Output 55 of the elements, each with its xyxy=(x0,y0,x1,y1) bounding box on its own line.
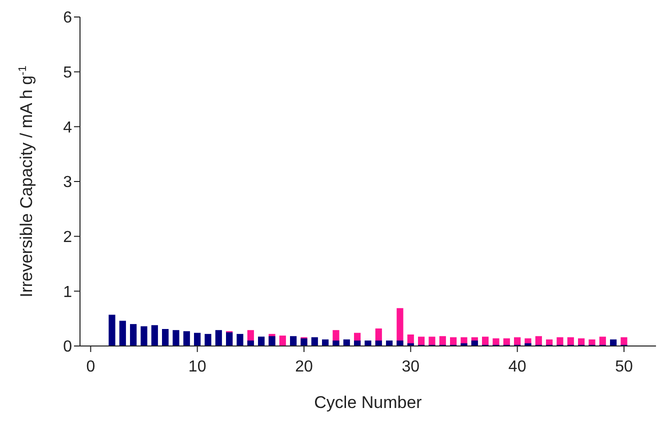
bar xyxy=(354,340,361,346)
bar xyxy=(236,334,244,346)
bar xyxy=(396,340,404,346)
x-tick-label: 20 xyxy=(295,358,313,376)
bar xyxy=(172,330,180,346)
bar xyxy=(119,320,126,346)
x-tick-label: 40 xyxy=(508,358,526,376)
bar xyxy=(492,338,500,346)
bar xyxy=(535,336,542,346)
bar xyxy=(364,340,372,346)
bar xyxy=(140,326,148,346)
y-tick-label: 5 xyxy=(63,64,72,82)
bar xyxy=(386,340,393,346)
x-tick-label: 10 xyxy=(188,358,206,376)
y-tick-label: 1 xyxy=(63,284,72,301)
bar xyxy=(514,337,521,346)
bar xyxy=(290,336,297,346)
bar xyxy=(108,314,116,346)
bar xyxy=(567,337,574,346)
bar xyxy=(279,336,286,346)
bar xyxy=(343,339,350,346)
bar xyxy=(332,340,340,346)
bar xyxy=(418,336,425,346)
bar xyxy=(162,329,169,346)
bar xyxy=(183,331,190,346)
x-tick-label: 30 xyxy=(402,358,420,376)
bar xyxy=(482,336,489,346)
y-tick-label: 0 xyxy=(63,338,72,356)
y-tick-label: 3 xyxy=(63,174,72,192)
x-axis-title: Cycle Number xyxy=(314,393,422,412)
bar xyxy=(194,332,201,346)
bar xyxy=(428,336,436,346)
x-tick-label: 0 xyxy=(86,358,96,376)
bar xyxy=(151,325,158,346)
y-tick-label: 6 xyxy=(63,10,72,27)
bar xyxy=(439,336,446,346)
bar xyxy=(450,337,457,346)
bar xyxy=(588,339,596,346)
bar xyxy=(268,336,276,346)
bar xyxy=(215,330,222,346)
bar xyxy=(610,339,617,346)
bar xyxy=(258,336,265,346)
x-tick-label: 50 xyxy=(615,358,633,376)
bar xyxy=(247,340,254,346)
bar xyxy=(375,340,382,346)
bar xyxy=(322,339,329,346)
bar xyxy=(311,337,318,346)
y-tick-label: 4 xyxy=(63,119,72,136)
y-tick-label: 2 xyxy=(63,229,72,246)
bar xyxy=(620,337,628,346)
bar xyxy=(556,337,564,346)
bar xyxy=(204,334,212,346)
bar xyxy=(471,340,478,346)
bar xyxy=(599,336,606,346)
bar xyxy=(130,324,137,346)
